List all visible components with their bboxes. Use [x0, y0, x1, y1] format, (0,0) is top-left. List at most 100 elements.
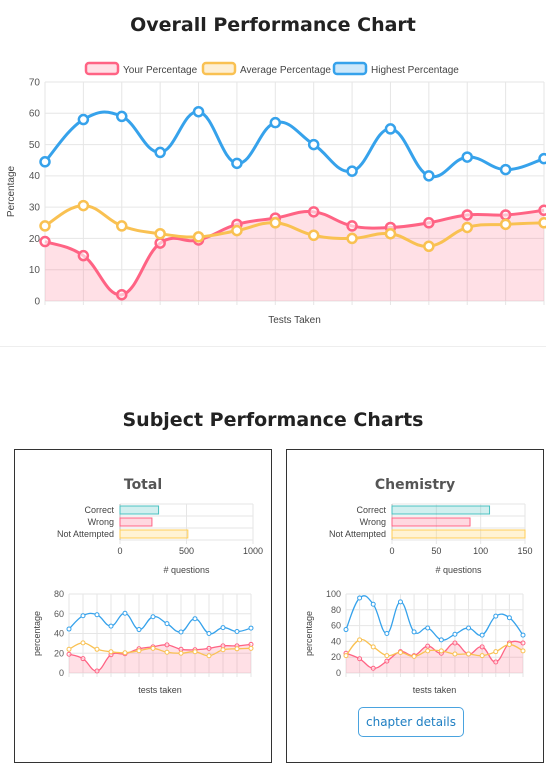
data-point	[234, 646, 240, 652]
data-point	[150, 614, 156, 620]
y-axis-label: Percentage	[6, 165, 17, 217]
data-point	[346, 220, 358, 232]
data-point	[77, 249, 90, 262]
category-label: Not Attempted	[57, 529, 114, 539]
y-tick-label: 80	[331, 605, 341, 615]
data-point	[154, 237, 166, 249]
data-point	[66, 651, 72, 657]
x-tick-label: 0	[117, 546, 122, 556]
total-performance-line-chart: 0 20 40 60 80 percentage tests taken	[32, 589, 254, 695]
bar	[119, 529, 189, 539]
y-tick-label: 80	[54, 589, 64, 599]
bar	[391, 517, 471, 527]
y-tick-label: 40	[54, 629, 64, 639]
bar	[119, 505, 160, 515]
data-point	[425, 648, 431, 654]
data-point	[425, 625, 431, 631]
bar	[391, 529, 526, 539]
series-area-fill	[69, 644, 251, 673]
bar	[119, 517, 153, 527]
data-point	[466, 625, 472, 631]
data-point	[136, 627, 142, 633]
total-questions-bar-chart: 0 500 1000 Correct Wrong Not Attempted # quest…	[57, 503, 263, 575]
data-point	[178, 646, 184, 652]
data-point	[493, 649, 499, 655]
y-tick-label: 50	[29, 140, 41, 151]
x-axis-label: tests taken	[413, 685, 457, 695]
data-point	[248, 625, 254, 631]
data-point	[357, 637, 363, 643]
legend-swatch	[332, 61, 368, 76]
chemistry-performance-line-chart: 0 20 40 60 80 100 percentage tests taken	[304, 589, 526, 695]
data-point	[493, 613, 499, 619]
data-point	[538, 152, 546, 165]
data-point	[411, 653, 417, 659]
data-point	[178, 629, 184, 635]
data-point	[154, 227, 166, 240]
data-point	[461, 209, 473, 221]
y-tick-label: 60	[29, 109, 41, 120]
data-point	[136, 648, 142, 654]
card-title-chemistry: Chemistry	[374, 477, 456, 493]
chapter-details-button[interactable]: chapter details	[358, 707, 464, 737]
data-point	[66, 626, 72, 632]
data-point	[192, 616, 198, 622]
data-point	[154, 146, 166, 159]
data-point	[150, 645, 156, 651]
data-point	[370, 665, 376, 671]
data-point	[94, 668, 100, 674]
y-tick-label: 60	[54, 609, 64, 619]
category-label: Not Attempted	[329, 529, 386, 539]
data-point	[499, 163, 512, 176]
data-point	[438, 637, 444, 643]
data-point	[479, 632, 485, 638]
data-point	[438, 648, 444, 654]
data-point	[39, 156, 51, 168]
data-point	[39, 235, 51, 248]
data-point	[80, 613, 86, 619]
chemistry-questions-bar-chart: 0 50 100 150 Correct Wrong Not Attempted # ques…	[329, 503, 533, 575]
x-axis-label: tests taken	[138, 685, 182, 695]
series-area-fill	[45, 210, 544, 301]
data-point	[220, 625, 226, 631]
data-point	[122, 650, 128, 656]
y-tick-label: 70	[29, 77, 41, 88]
data-point	[370, 644, 376, 650]
data-point	[94, 612, 100, 618]
data-point	[248, 645, 254, 651]
data-point	[452, 651, 458, 657]
category-label: Correct	[356, 505, 386, 515]
data-point	[493, 659, 499, 665]
data-point	[384, 658, 390, 664]
data-point	[384, 123, 397, 135]
x-tick-label: 0	[389, 546, 394, 556]
y-tick-label: 40	[331, 636, 341, 646]
data-point	[538, 204, 546, 217]
x-tick-label: 150	[517, 546, 532, 556]
data-point	[461, 151, 473, 163]
data-point	[479, 653, 485, 659]
y-tick-label: 20	[331, 652, 341, 662]
data-point	[178, 650, 184, 656]
data-point	[77, 199, 90, 212]
data-point	[397, 649, 403, 655]
data-point	[520, 640, 526, 646]
category-label: Correct	[84, 505, 114, 515]
data-point	[397, 599, 403, 605]
data-point	[269, 116, 282, 129]
y-tick-label: 40	[29, 171, 41, 182]
data-point	[108, 649, 114, 655]
x-tick-label: 500	[179, 546, 194, 556]
data-point	[384, 631, 390, 636]
legend-label: Highest Percentage	[371, 65, 459, 76]
overall-chart-heading: Overall Performance Chart	[130, 14, 416, 36]
data-point	[506, 615, 512, 621]
data-point	[506, 642, 512, 648]
data-point	[411, 629, 417, 635]
data-point	[164, 621, 170, 627]
overall-performance-chart: Your Percentage Average Percentage Highest…	[6, 61, 546, 326]
category-label: Wrong	[360, 517, 386, 527]
series-line	[43, 110, 545, 179]
y-tick-label: 60	[331, 621, 341, 631]
y-tick-label: 20	[29, 234, 41, 245]
